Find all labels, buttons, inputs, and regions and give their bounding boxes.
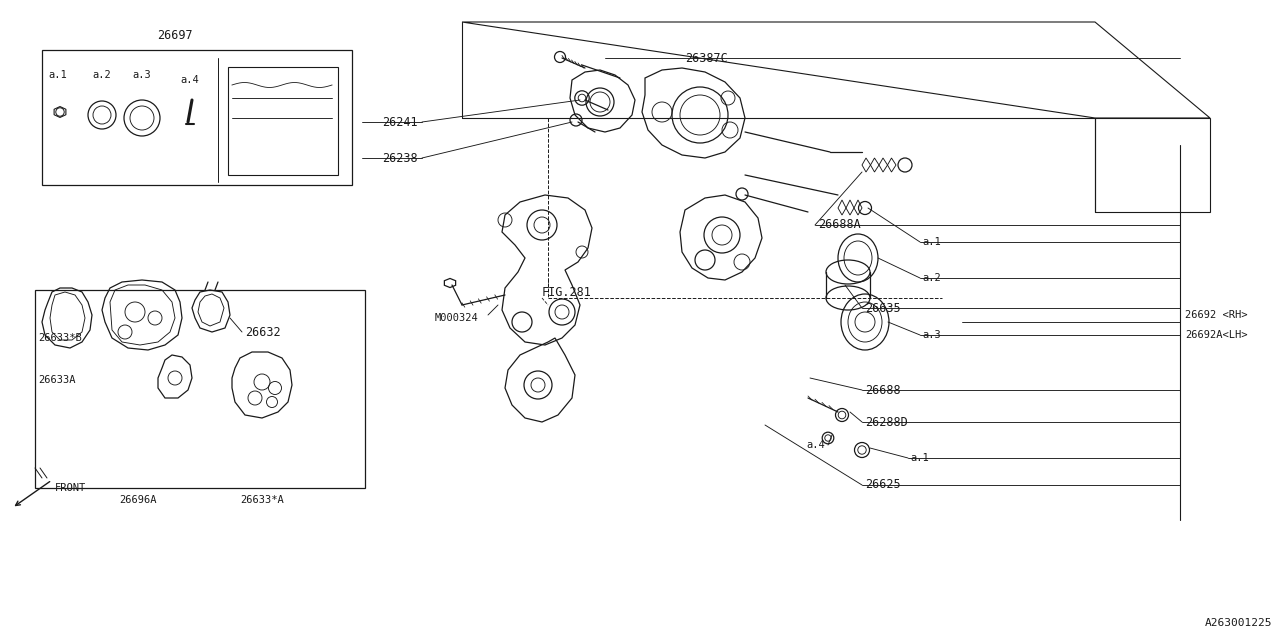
Text: A263001225: A263001225	[1204, 618, 1272, 628]
Text: 26633A: 26633A	[38, 375, 76, 385]
Text: 26288D: 26288D	[865, 415, 908, 429]
Text: FIG.281: FIG.281	[541, 285, 591, 298]
Text: a.3: a.3	[133, 70, 151, 80]
Bar	[42, 50, 352, 185]
Text: 26696A: 26696A	[119, 495, 156, 505]
Text: a.2: a.2	[922, 273, 941, 283]
Bar	[228, 67, 338, 175]
Bar	[35, 290, 365, 488]
Text: a.4: a.4	[180, 75, 200, 85]
Text: 26625: 26625	[865, 479, 901, 492]
Text: 26635: 26635	[865, 301, 901, 314]
Text: a.1: a.1	[910, 453, 929, 463]
Text: 26697: 26697	[157, 29, 193, 42]
Text: 26688: 26688	[865, 383, 901, 397]
Text: a.2: a.2	[92, 70, 111, 80]
Text: a.4: a.4	[806, 440, 826, 450]
Text: 26238: 26238	[383, 152, 419, 164]
Text: 26633*A: 26633*A	[241, 495, 284, 505]
Text: 26633*B: 26633*B	[38, 333, 82, 343]
Text: a.1: a.1	[922, 237, 941, 247]
Text: 26241: 26241	[383, 115, 419, 129]
Text: 26387C: 26387C	[685, 51, 728, 65]
Text: a.1: a.1	[49, 70, 68, 80]
Text: 26688A: 26688A	[818, 218, 860, 232]
Text: FRONT: FRONT	[55, 483, 86, 493]
Text: a.3: a.3	[922, 330, 941, 340]
Text: M000324: M000324	[435, 313, 479, 323]
Text: 26692A<LH>: 26692A<LH>	[1185, 330, 1248, 340]
Text: 26632: 26632	[244, 326, 280, 339]
Text: 26692 <RH>: 26692 <RH>	[1185, 310, 1248, 320]
